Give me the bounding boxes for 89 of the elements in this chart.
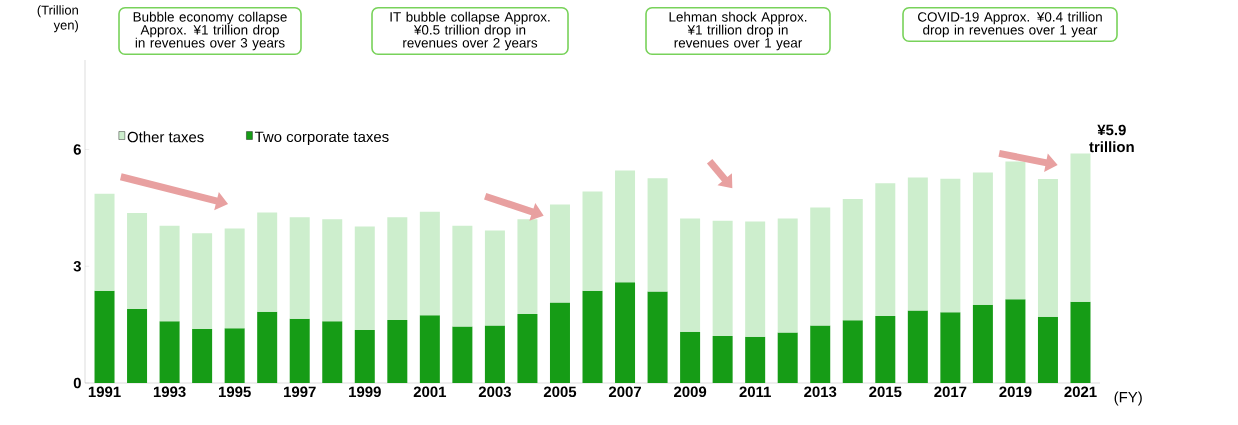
bar [972, 172, 993, 305]
bar [484, 230, 505, 326]
y-tick-label: 0 [73, 377, 81, 389]
x-tick-label: 1997 [284, 386, 316, 398]
bar [387, 217, 408, 320]
bar [419, 315, 440, 383]
bar [777, 218, 798, 333]
x-tick-label: 1993 [153, 386, 186, 398]
bar [875, 183, 896, 317]
bar [842, 198, 863, 321]
bar [289, 318, 310, 383]
bar [1005, 299, 1026, 383]
text: COVID-19 Approx. ¥0.4 trillion drop in revenues over 1 year [918, 11, 1102, 38]
y-axis-title: (Trillion yen) [37, 5, 78, 33]
bar [810, 325, 831, 383]
x-tick-label: 1995 [218, 386, 251, 398]
annotation: ¥5.9 trillion [1089, 124, 1134, 153]
legend-label: Other taxes [127, 131, 204, 143]
bar [257, 212, 278, 312]
bar [1037, 316, 1058, 383]
x-tick-label: 2005 [543, 386, 577, 398]
bar [745, 221, 766, 337]
x-tick-label: 1999 [349, 386, 381, 398]
x-tick-label: 2019 [999, 386, 1032, 398]
bar [680, 218, 701, 332]
bar [257, 311, 278, 383]
bar [940, 312, 961, 383]
bar [127, 212, 148, 310]
bar [354, 330, 375, 383]
x-tick-label: 2021 [1064, 386, 1097, 398]
bar [549, 302, 570, 383]
x-tick-label: 2015 [869, 386, 902, 398]
bar [517, 314, 538, 383]
bar [1070, 153, 1091, 302]
bar [224, 328, 245, 383]
bar [127, 309, 148, 383]
bar [1070, 301, 1091, 383]
bar [484, 325, 505, 383]
bar [745, 336, 766, 383]
bar [810, 207, 831, 326]
bar [907, 310, 928, 383]
bar [907, 177, 928, 311]
x-tick-label: 2007 [608, 386, 641, 398]
x-tick-label: 2001 [413, 386, 447, 398]
bar [582, 191, 603, 291]
bar [712, 220, 733, 336]
text: IT bubble collapse Approx. ¥0.5 trillion drop in revenues over 2 years [390, 11, 550, 51]
bar [517, 219, 538, 315]
bar [289, 217, 310, 319]
bar [159, 225, 180, 322]
legend-label: Two corporate taxes [254, 131, 389, 146]
y-tick-label: 6 [73, 144, 81, 155]
bar [615, 282, 636, 383]
text: Lehman shock Approx. ¥1 trillion drop in revenues over 1 year [669, 11, 807, 51]
bar [354, 226, 375, 331]
bar [387, 319, 408, 383]
bar [419, 211, 440, 316]
bar [94, 290, 115, 383]
bar [582, 290, 603, 383]
bar [712, 335, 733, 383]
bar [680, 331, 701, 383]
bar [159, 321, 180, 383]
x-tick-label: 1991 [88, 386, 121, 398]
y-tick-label: 3 [73, 260, 81, 272]
x-tick-label: 2011 [739, 386, 771, 398]
text: Bubble economy collapse Approx. ¥1 trillion drop in revenues over 3 years [133, 11, 287, 51]
bar [322, 321, 343, 383]
x-axis-title: (FY) [1114, 391, 1142, 406]
bar [549, 204, 570, 303]
bar [452, 225, 473, 327]
bar [94, 193, 115, 291]
x-tick-label: 2009 [674, 386, 707, 398]
bar [322, 219, 343, 322]
bar [875, 316, 896, 383]
bar [972, 304, 993, 383]
bar [1037, 179, 1058, 317]
x-tick-label: 2013 [804, 386, 837, 398]
bar [842, 320, 863, 383]
bar [940, 178, 961, 313]
bar [615, 170, 636, 283]
bar [452, 326, 473, 383]
bar [192, 328, 213, 383]
bar [777, 332, 798, 383]
bar [647, 291, 668, 383]
x-tick-label: 2017 [934, 386, 967, 398]
bar [647, 178, 668, 292]
bar [224, 228, 245, 329]
bar [192, 233, 213, 329]
x-tick-label: 2003 [478, 386, 511, 398]
